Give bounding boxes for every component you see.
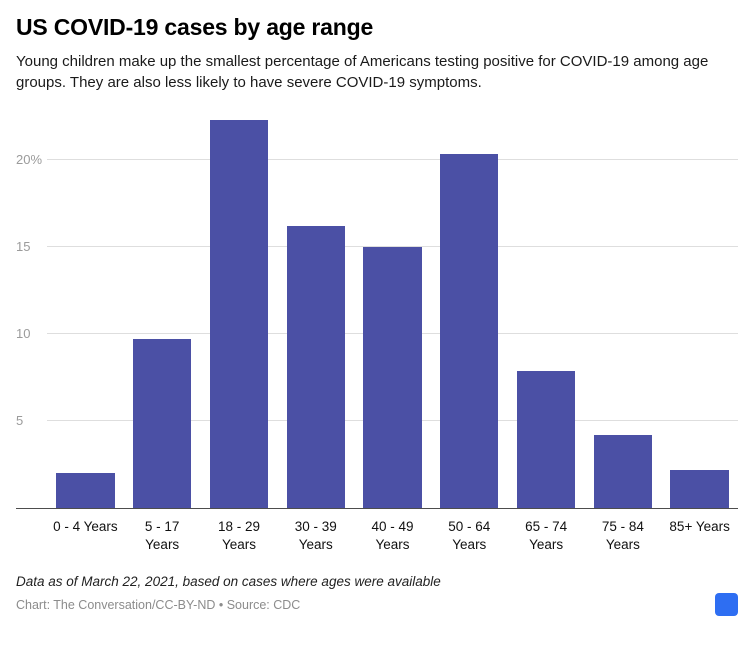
bar (593, 435, 653, 508)
x-axis-tick-label: 5 - 17 Years (144, 519, 180, 553)
bar-slot (277, 117, 354, 508)
bar-slot (354, 117, 431, 508)
plot-area: 5 10 15 20% (16, 117, 738, 509)
x-axis-tick-label: 65 - 74 Years (525, 519, 568, 553)
bar (440, 153, 499, 508)
credit-row: Chart: The Conversation/CC-BY-ND • Sourc… (16, 593, 738, 617)
credit-line: Chart: The Conversation/CC-BY-ND • Sourc… (16, 597, 301, 612)
gridline (47, 246, 738, 248)
bar-slot (508, 117, 585, 508)
x-axis-labels: 0 - 4 Years 5 - 17 Years 18 - 29 Years 30 - 3… (16, 518, 738, 554)
bar-slot (431, 117, 508, 508)
x-axis-tick-label: 75 - 84 Years (601, 519, 644, 553)
bar (286, 226, 345, 508)
bar (516, 370, 576, 508)
x-axis-tick-label: 30 - 39 Years (294, 519, 337, 553)
footnote: Data as of March 22, 2021, based on case… (16, 574, 441, 590)
x-axis-tick-label: 0 - 4 Years (53, 519, 118, 534)
bar (209, 120, 269, 508)
bars-group (47, 117, 738, 508)
bar (363, 247, 422, 508)
bar (56, 473, 115, 508)
chart-card: US COVID-19 cases by age range Young chi… (16, 14, 738, 617)
bar-slot (584, 117, 661, 508)
chart-subtitle: Young children make up the smallest perc… (16, 53, 709, 91)
y-axis-tick-label: 5 (16, 413, 24, 429)
x-axis-tick-label: 85+ Years (669, 519, 730, 534)
x-axis-tick-label: 18 - 29 Years (217, 519, 260, 553)
x-axis-tick-label: 40 - 49 Years (371, 519, 414, 553)
y-axis-tick-label: 10 (16, 326, 31, 342)
y-axis-tick-label: 15 (16, 239, 31, 255)
chart-title: US COVID-19 cases by age range (16, 14, 374, 40)
x-axis-tick-label: 50 - 64 Years (448, 519, 491, 553)
bar-slot (124, 117, 201, 508)
bar-slot (47, 117, 124, 508)
bar (133, 339, 192, 508)
bar (670, 469, 729, 508)
bar-chart: 5 10 15 20% 0 - 4 Years 5 - 17 Years 18 - 29 Ye… (16, 117, 738, 554)
embed-logo-badge[interactable] (715, 593, 738, 617)
bar-slot (201, 117, 278, 508)
bar-slot (661, 117, 738, 508)
y-axis-tick-label: 20% (16, 152, 43, 168)
gridline (47, 159, 738, 161)
